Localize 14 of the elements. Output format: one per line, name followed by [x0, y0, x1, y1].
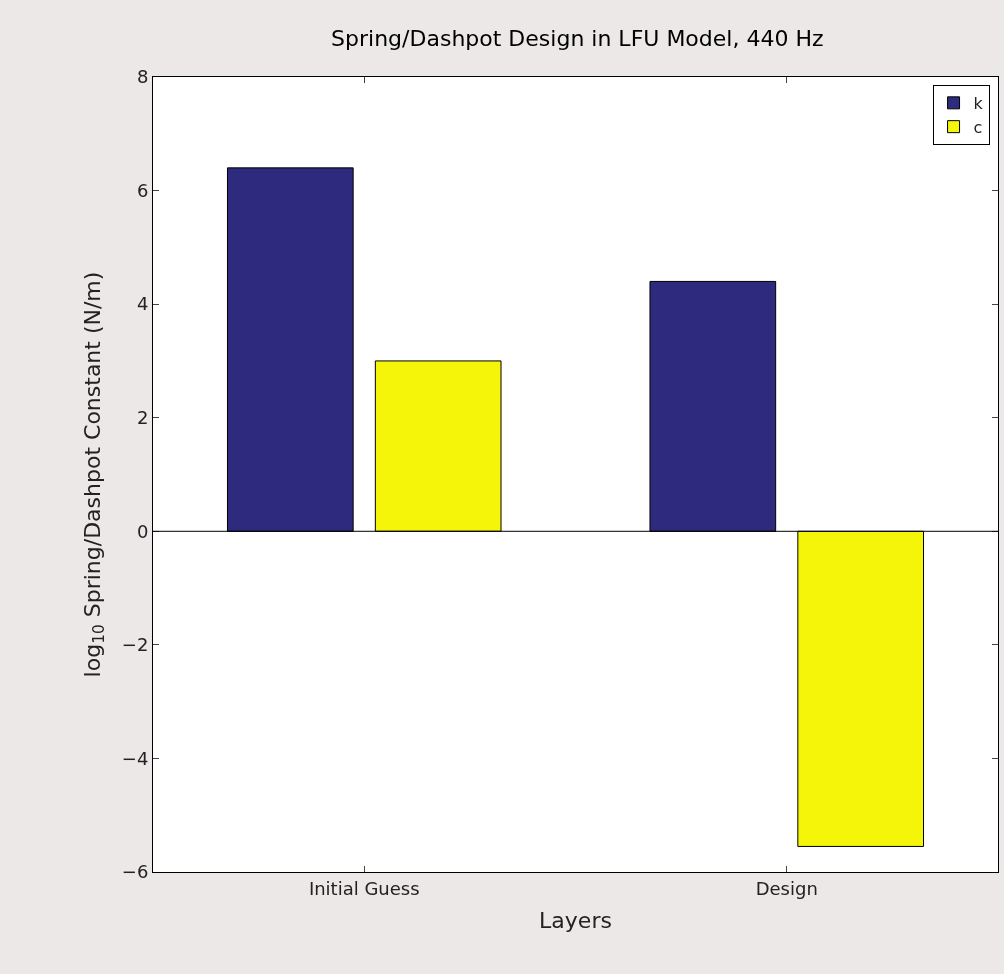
x-axis-title: Layers [539, 908, 612, 934]
x-tick-label: Initial Guess [308, 877, 420, 899]
legend-label: c [973, 117, 983, 137]
y-tick-label: 2 [136, 407, 149, 429]
y-tick-label: −2 [121, 634, 149, 656]
y-tick-label: 0 [136, 520, 149, 542]
y-tick-label: −6 [121, 861, 149, 883]
y-tick-label: 8 [136, 66, 149, 88]
y-tick-label: 6 [136, 179, 149, 201]
legend-label: k [973, 94, 984, 114]
y-tick-label: 4 [136, 293, 149, 315]
x-tick-label: Design [755, 877, 818, 899]
chart-title: Spring/Dashpot Design in LFU Model, 440 Hz [331, 25, 824, 51]
y-tick-label: −4 [121, 747, 149, 769]
